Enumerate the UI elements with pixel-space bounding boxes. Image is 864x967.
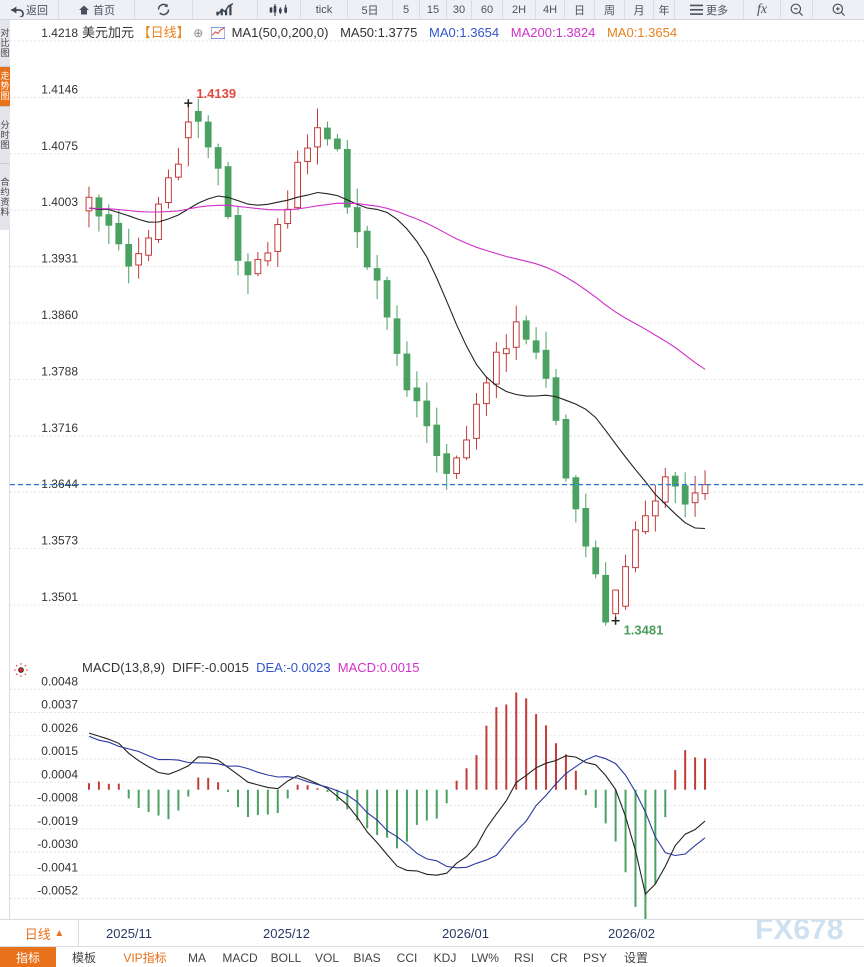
svg-text:1.3788: 1.3788 <box>41 364 78 378</box>
svg-text:0.0015: 0.0015 <box>41 744 78 758</box>
svg-text:1.4218: 1.4218 <box>41 26 78 40</box>
svg-text:0.0037: 0.0037 <box>41 698 78 712</box>
svg-text:1.3573: 1.3573 <box>41 534 78 548</box>
svg-text:1.4146: 1.4146 <box>41 82 78 96</box>
svg-text:2026/02: 2026/02 <box>608 926 655 941</box>
svg-text:1.3860: 1.3860 <box>41 308 78 322</box>
svg-text:1.4003: 1.4003 <box>41 195 78 209</box>
svg-text:-0.0008: -0.0008 <box>37 791 78 805</box>
svg-text:-0.0041: -0.0041 <box>37 860 78 874</box>
svg-text:-0.0030: -0.0030 <box>37 837 78 851</box>
svg-text:0.0004: 0.0004 <box>41 767 78 781</box>
svg-text:2025/11: 2025/11 <box>106 926 152 941</box>
svg-text:1.4139: 1.4139 <box>196 86 236 101</box>
svg-text:1.3481: 1.3481 <box>624 623 664 638</box>
svg-text:1.3716: 1.3716 <box>41 421 78 435</box>
svg-text:1.4075: 1.4075 <box>41 139 78 153</box>
svg-text:-0.0052: -0.0052 <box>37 883 78 897</box>
svg-text:1.3931: 1.3931 <box>41 252 78 266</box>
svg-text:-0.0019: -0.0019 <box>37 814 78 828</box>
svg-text:2026/01: 2026/01 <box>442 926 489 941</box>
svg-text:0.0026: 0.0026 <box>41 721 78 735</box>
svg-text:1.3501: 1.3501 <box>41 590 78 604</box>
svg-text:FX678: FX678 <box>755 920 843 946</box>
svg-text:0.0048: 0.0048 <box>41 674 78 688</box>
svg-text:2025/12: 2025/12 <box>263 926 310 941</box>
